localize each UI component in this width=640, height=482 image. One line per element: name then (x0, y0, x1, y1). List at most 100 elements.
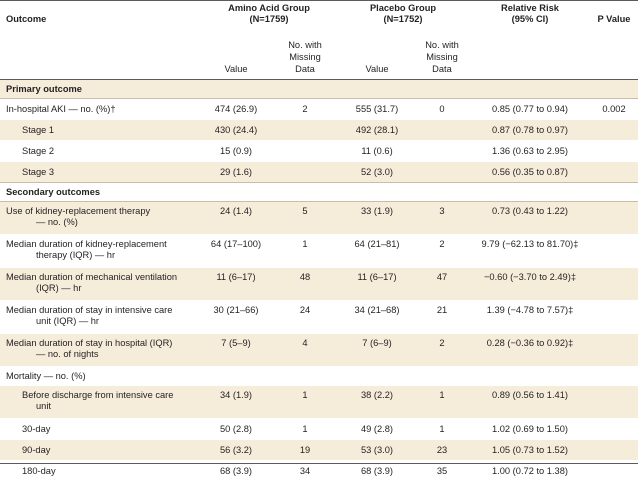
header-placebo-missing-1: No. with (425, 40, 459, 50)
table-row: Median duration of kidney-replacement th… (0, 235, 638, 268)
header-placebo-missing-2: Missing (426, 52, 458, 62)
relative-risk: 0.28 (−0.36 to 0.92)‡ (486, 338, 574, 348)
amino-missing: 48 (299, 272, 311, 282)
header-placebo-value: Value (365, 64, 389, 74)
amino-value: 29 (1.6) (219, 167, 253, 177)
placebo-missing: 3 (439, 206, 445, 216)
amino-value: 7 (5–9) (221, 338, 251, 348)
row-label-line-1: Use of kidney-replacement therapy (6, 206, 151, 216)
relative-risk: 1.02 (0.69 to 1.50) (492, 424, 568, 434)
row-label: Stage 2 (22, 146, 55, 156)
relative-risk: 1.36 (0.63 to 2.95) (492, 146, 568, 156)
header-p-value: P Value (597, 14, 631, 24)
placebo-value: 53 (3.0) (360, 445, 394, 455)
row-label: 30-day (22, 424, 51, 434)
section-mortality: Mortality — no. (%) (0, 367, 638, 386)
header-amino-group: Amino Acid Group (228, 3, 310, 13)
amino-value: 64 (17–100) (210, 239, 262, 249)
placebo-value: 555 (31.7) (355, 104, 399, 114)
row-label-line-1: Median duration of stay in hospital (IQR… (6, 338, 173, 348)
placebo-value: 33 (1.9) (360, 206, 394, 216)
placebo-value: 11 (6–17) (357, 272, 397, 282)
placebo-value: 68 (3.9) (360, 466, 394, 476)
placebo-missing: 1 (439, 390, 445, 400)
amino-value: 68 (3.9) (219, 466, 253, 476)
placebo-missing: 1 (439, 424, 445, 434)
section-primary-outcome: Primary outcome (0, 80, 638, 99)
p-value: 0.002 (602, 104, 626, 114)
amino-missing: 5 (302, 206, 308, 216)
header-amino-missing-3: Data (295, 64, 315, 74)
amino-missing: 4 (302, 338, 308, 348)
placebo-value: 492 (28.1) (355, 125, 399, 135)
header-relative-risk: Relative Risk (501, 3, 559, 13)
table-row: Use of kidney-replacement therapy — no. … (0, 202, 638, 235)
row-label-line-2: — no. (%) (36, 217, 78, 227)
section-label: Secondary outcomes (6, 187, 101, 197)
row-label-line-2: unit (IQR) — hr (36, 316, 100, 326)
row-label-line-2: — no. of nights (36, 349, 99, 359)
relative-risk: 1.05 (0.73 to 1.52) (492, 445, 568, 455)
amino-value: 56 (3.2) (219, 445, 253, 455)
placebo-value: 49 (2.8) (360, 424, 394, 434)
header-amino-n: (N=1759) (249, 14, 289, 24)
section-label: Mortality — no. (%) (6, 371, 86, 381)
header-placebo-missing-3: Data (432, 64, 452, 74)
amino-missing: 19 (299, 445, 311, 455)
table-row: In-hospital AKI — no. (%)† 474 (26.9) 2 … (0, 99, 638, 120)
table-row: Stage 1 430 (24.4) 492 (28.1) 0.87 (0.78… (0, 120, 638, 141)
row-label-line-1: Median duration of mechanical ventilatio… (6, 272, 178, 282)
amino-missing: 1 (302, 239, 308, 249)
row-label-line-1: Before discharge from intensive care (22, 390, 174, 400)
relative-risk: 0.73 (0.43 to 1.22) (492, 206, 568, 216)
amino-value: 15 (0.9) (219, 146, 253, 156)
placebo-missing: 35 (436, 466, 448, 476)
table-row: 90-day 56 (3.2) 19 53 (3.0) 23 1.05 (0.7… (0, 440, 638, 461)
amino-missing: 1 (302, 390, 308, 400)
amino-value: 11 (6–17) (216, 272, 256, 282)
amino-value: 474 (26.9) (214, 104, 258, 114)
table-row: 180-day 68 (3.9) 34 68 (3.9) 35 1.00 (0.… (0, 461, 638, 482)
placebo-value: 38 (2.2) (360, 390, 394, 400)
placebo-value: 7 (6–9) (362, 338, 392, 348)
amino-missing: 34 (299, 466, 311, 476)
placebo-missing: 2 (439, 338, 445, 348)
placebo-missing: 21 (436, 305, 448, 315)
placebo-missing: 0 (439, 104, 445, 114)
header-ci: (95% CI) (511, 14, 549, 24)
header-outcome: Outcome (6, 14, 47, 24)
table-row: Median duration of stay in hospital (IQR… (0, 334, 638, 367)
placebo-value: 11 (0.6) (361, 146, 393, 156)
relative-risk: 0.89 (0.56 to 1.41) (492, 390, 568, 400)
header-amino-value: Value (224, 64, 248, 74)
relative-risk: −0.60 (−3.70 to 2.49)‡ (483, 272, 576, 282)
table-row: Median duration of stay in intensive car… (0, 301, 638, 334)
row-label-line-2: (IQR) — hr (36, 283, 82, 293)
amino-missing: 24 (299, 305, 311, 315)
placebo-missing: 23 (436, 445, 448, 455)
amino-missing: 1 (302, 424, 308, 434)
row-label: 180-day (22, 466, 56, 476)
amino-value: 34 (1.9) (219, 390, 253, 400)
amino-value: 30 (21–66) (213, 305, 259, 315)
table-row: Median duration of mechanical ventilatio… (0, 268, 638, 301)
amino-value: 430 (24.4) (214, 125, 258, 135)
row-label-line-2: unit (36, 401, 51, 411)
placebo-missing: 47 (436, 272, 448, 282)
table-row: 30-day 50 (2.8) 1 49 (2.8) 1 1.02 (0.69 … (0, 419, 638, 440)
row-label: In-hospital AKI — no. (%)† (6, 104, 116, 114)
header-placebo-n: (N=1752) (383, 14, 423, 24)
placebo-missing: 2 (439, 239, 445, 249)
section-label: Primary outcome (6, 84, 82, 94)
header-placebo-group: Placebo Group (369, 3, 437, 13)
header-amino-missing-2: Missing (289, 52, 321, 62)
relative-risk: 0.87 (0.78 to 0.97) (492, 125, 568, 135)
amino-missing: 2 (302, 104, 308, 114)
section-secondary-outcomes: Secondary outcomes (0, 183, 638, 202)
row-label-line-1: Median duration of kidney-replacement (6, 239, 167, 249)
row-label-line-2: therapy (IQR) — hr (36, 250, 116, 260)
relative-risk: 0.56 (0.35 to 0.87) (492, 167, 568, 177)
row-label-line-1: Median duration of stay in intensive car… (6, 305, 173, 315)
row-label: 90-day (22, 445, 51, 455)
